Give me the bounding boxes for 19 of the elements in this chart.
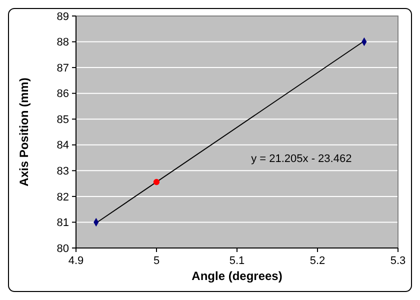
y-tick-label: 83 <box>56 166 69 178</box>
x-tick-label: 4.9 <box>68 255 84 267</box>
y-tick-label: 84 <box>56 140 69 152</box>
annotation: y = 21.205x - 23.462 <box>251 153 352 166</box>
y-tick-label: 87 <box>56 62 69 74</box>
y-tick-label: 89 <box>56 10 69 23</box>
y-tick-label: 85 <box>56 114 69 126</box>
x-axis-title: Angle (degrees) <box>192 269 282 283</box>
y-tick-label: 88 <box>56 36 69 49</box>
y-tick-label: 81 <box>56 217 69 230</box>
x-tick-label: 5 <box>153 255 160 267</box>
x-tick-label: 5.3 <box>390 255 406 267</box>
x-tick-label: 5.1 <box>229 255 245 267</box>
x-tick-label: 5.2 <box>310 255 326 267</box>
y-tick-label: 80 <box>56 242 69 255</box>
y-tick-label: 82 <box>56 191 69 204</box>
y-axis-title: Axis Position (mm) <box>17 78 31 186</box>
point <box>153 178 160 186</box>
y-tick-label: 86 <box>56 88 69 100</box>
